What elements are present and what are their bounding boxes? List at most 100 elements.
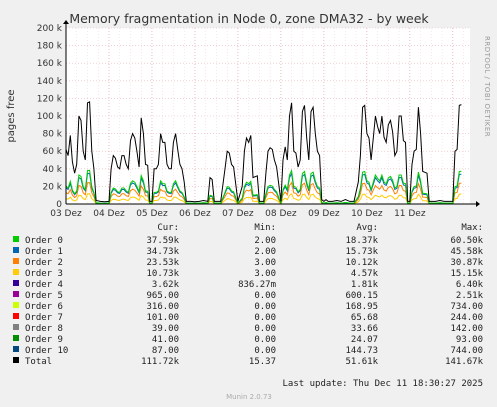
legend-label-order-9: Order 9 bbox=[25, 335, 63, 345]
legend-cur-order-3: 10.73k bbox=[146, 269, 179, 279]
legend-cur-order-9: 41.00 bbox=[152, 335, 179, 345]
legend-swatch-order-3 bbox=[13, 269, 19, 275]
legend-swatch-order-8 bbox=[13, 324, 19, 330]
y-tick-label: 60 k bbox=[42, 147, 62, 157]
x-tick-label: 05 Dez bbox=[136, 209, 168, 219]
legend-header-max: Max: bbox=[461, 223, 483, 233]
x-tick-label: 04 Dez bbox=[93, 209, 125, 219]
legend-min-order-4: 836.27m bbox=[238, 280, 276, 290]
legend-header-min: Min: bbox=[254, 223, 276, 233]
y-tick-label: 140 k bbox=[37, 77, 63, 87]
legend-cur-order-1: 34.73k bbox=[146, 247, 179, 257]
legend-cur-order-10: 87.00 bbox=[152, 346, 179, 356]
legend-min-order-3: 3.00 bbox=[254, 269, 276, 279]
legend-avg-order-7: 65.68 bbox=[351, 313, 378, 323]
legend-min-order-5: 0.00 bbox=[254, 291, 276, 301]
legend-min-order-7: 0.00 bbox=[254, 313, 276, 323]
legend-min-order-2: 3.00 bbox=[254, 258, 276, 268]
legend-label-order-2: Order 2 bbox=[25, 258, 63, 268]
x-tick-label: 03 Dez bbox=[50, 209, 82, 219]
legend-label-order-5: Order 5 bbox=[25, 291, 63, 301]
legend-max-order-9: 93.00 bbox=[456, 335, 483, 345]
x-tick-label: 11 Dez bbox=[394, 209, 426, 219]
x-axis-arrow bbox=[476, 201, 480, 207]
y-axis-label: pages free bbox=[6, 89, 17, 142]
legend-min-order-1: 2.00 bbox=[254, 247, 276, 257]
legend-swatch-order-2 bbox=[13, 258, 19, 264]
legend-cur-order-4: 3.62k bbox=[152, 280, 180, 290]
legend-swatch-order-0 bbox=[13, 236, 19, 242]
legend-avg-order-4: 1.81k bbox=[351, 280, 379, 290]
legend-label-order-7: Order 7 bbox=[25, 313, 63, 323]
series-line-order-3 bbox=[65, 193, 462, 205]
y-tick-label: 100 k bbox=[37, 112, 63, 122]
legend-swatch-order-4 bbox=[13, 280, 19, 286]
y-tick-label: 180 k bbox=[37, 42, 63, 52]
y-tick-label: 120 k bbox=[37, 94, 63, 104]
legend-swatch-order-10 bbox=[13, 346, 19, 352]
legend-max-order-0: 60.50k bbox=[450, 236, 483, 246]
legend-swatch-order-5 bbox=[13, 291, 19, 297]
chart-title: Memory fragmentation in Node 0, zone DMA… bbox=[69, 11, 429, 26]
legend-label-order-8: Order 8 bbox=[25, 324, 63, 334]
munin-version: Munin 2.0.73 bbox=[226, 393, 272, 401]
x-tick-label: 10 Dez bbox=[351, 209, 383, 219]
legend-swatch-order-1 bbox=[13, 247, 19, 253]
legend-avg-order-6: 168.95 bbox=[345, 302, 378, 312]
axes: 0 20 k 40 k 60 k 80 k 100 k 120 k 140 k 160 k 180… bbox=[37, 20, 480, 219]
legend-min-total: 15.37 bbox=[249, 357, 276, 367]
series-line-order-0 bbox=[65, 168, 462, 206]
legend-max-order-2: 30.87k bbox=[450, 258, 483, 268]
legend-avg-order-5: 600.15 bbox=[345, 291, 378, 301]
legend-label-order-10: Order 10 bbox=[25, 346, 68, 356]
legend-cur-order-8: 39.00 bbox=[152, 324, 179, 334]
legend-cur-order-6: 316.00 bbox=[146, 302, 179, 312]
legend-avg-order-9: 24.07 bbox=[351, 335, 378, 345]
legend-min-order-0: 2.00 bbox=[254, 236, 276, 246]
legend-avg-total: 51.61k bbox=[345, 357, 378, 367]
legend-swatch-order-7 bbox=[13, 313, 19, 319]
legend-min-order-10: 0.00 bbox=[254, 346, 276, 356]
y-tick-label: 80 k bbox=[42, 130, 62, 140]
legend-swatch-order-6 bbox=[13, 302, 19, 308]
legend-min-order-8: 0.00 bbox=[254, 324, 276, 334]
legend-min-order-6: 0.00 bbox=[254, 302, 276, 312]
y-axis-arrow bbox=[63, 20, 69, 24]
y-tick-label: 20 k bbox=[42, 182, 62, 192]
legend-max-order-10: 744.00 bbox=[450, 346, 483, 356]
legend-cur-order-0: 37.59k bbox=[146, 236, 179, 246]
legend-table: Cur: Min: Avg: Max: Order 0 37.59k 2.00 18.37k 6… bbox=[13, 223, 484, 367]
legend-label-total: Total bbox=[25, 357, 52, 367]
legend-max-order-6: 734.00 bbox=[450, 302, 483, 312]
y-tick-label: 160 k bbox=[37, 59, 63, 69]
x-tick-label: 07 Dez bbox=[222, 209, 254, 219]
last-update: Last update: Thu Dec 11 18:30:27 2025 bbox=[283, 379, 483, 389]
x-tick-label: 08 Dez bbox=[265, 209, 297, 219]
legend-max-order-4: 6.40k bbox=[456, 280, 484, 290]
legend-swatch-total bbox=[13, 357, 19, 363]
legend-max-order-5: 2.51k bbox=[456, 291, 484, 301]
legend-label-order-6: Order 6 bbox=[25, 302, 63, 312]
legend-cur-order-2: 23.53k bbox=[146, 258, 179, 268]
series-layer bbox=[65, 101, 462, 206]
y-tick-label: 0 bbox=[56, 200, 62, 210]
legend-header-cur: Cur: bbox=[157, 223, 179, 233]
legend-avg-order-0: 18.37k bbox=[345, 236, 378, 246]
legend-label-order-1: Order 1 bbox=[25, 247, 63, 257]
legend-avg-order-10: 144.73 bbox=[345, 346, 378, 356]
series-line-total bbox=[65, 101, 462, 203]
x-tick-label: 09 Dez bbox=[308, 209, 340, 219]
legend-avg-order-1: 15.73k bbox=[345, 247, 378, 257]
legend-avg-order-8: 33.66 bbox=[351, 324, 378, 334]
legend-cur-order-5: 965.00 bbox=[146, 291, 179, 301]
grid bbox=[65, 27, 470, 204]
legend-cur-total: 111.72k bbox=[141, 357, 180, 367]
legend-max-total: 141.67k bbox=[445, 357, 484, 367]
x-tick-label: 06 Dez bbox=[179, 209, 211, 219]
y-tick-label: 40 k bbox=[42, 165, 62, 175]
legend-label-order-0: Order 0 bbox=[25, 236, 63, 246]
legend-avg-order-2: 10.12k bbox=[345, 258, 378, 268]
legend-max-order-1: 45.58k bbox=[450, 247, 483, 257]
legend-header-avg: Avg: bbox=[356, 223, 378, 233]
